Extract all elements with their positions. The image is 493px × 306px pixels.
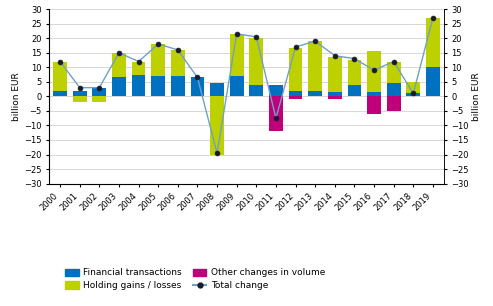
- Bar: [171, 50, 185, 76]
- Bar: [53, 91, 67, 96]
- Bar: [112, 53, 126, 77]
- Bar: [73, 91, 87, 96]
- Bar: [210, 83, 224, 96]
- Bar: [93, 88, 106, 102]
- Y-axis label: billion EUR: billion EUR: [12, 72, 21, 121]
- Bar: [249, 85, 263, 96]
- Bar: [269, 96, 283, 131]
- Bar: [191, 77, 204, 96]
- Bar: [328, 57, 342, 92]
- Bar: [289, 91, 302, 96]
- Bar: [367, 92, 381, 96]
- Bar: [171, 76, 185, 96]
- Bar: [426, 18, 440, 67]
- Bar: [367, 96, 381, 114]
- Bar: [151, 76, 165, 96]
- Bar: [249, 38, 263, 85]
- Bar: [132, 62, 145, 75]
- Bar: [426, 67, 440, 96]
- Bar: [230, 34, 244, 76]
- Bar: [308, 41, 322, 91]
- Bar: [308, 91, 322, 96]
- Bar: [93, 88, 106, 96]
- Bar: [328, 96, 342, 99]
- Y-axis label: billion EUR: billion EUR: [472, 72, 481, 121]
- Bar: [348, 85, 361, 96]
- Bar: [269, 85, 283, 122]
- Bar: [406, 93, 420, 96]
- Bar: [367, 51, 381, 92]
- Bar: [328, 92, 342, 96]
- Bar: [132, 75, 145, 96]
- Bar: [230, 76, 244, 96]
- Bar: [387, 96, 400, 111]
- Bar: [73, 91, 87, 102]
- Bar: [53, 62, 67, 91]
- Legend: Financial transactions, Holding gains / losses, Other changes in volume, Total c: Financial transactions, Holding gains / …: [62, 265, 329, 294]
- Bar: [289, 96, 302, 99]
- Bar: [269, 85, 283, 96]
- Bar: [151, 44, 165, 76]
- Bar: [348, 60, 361, 85]
- Bar: [406, 82, 420, 93]
- Bar: [210, 83, 224, 155]
- Bar: [387, 83, 400, 96]
- Bar: [289, 48, 302, 91]
- Bar: [112, 77, 126, 96]
- Bar: [387, 62, 400, 83]
